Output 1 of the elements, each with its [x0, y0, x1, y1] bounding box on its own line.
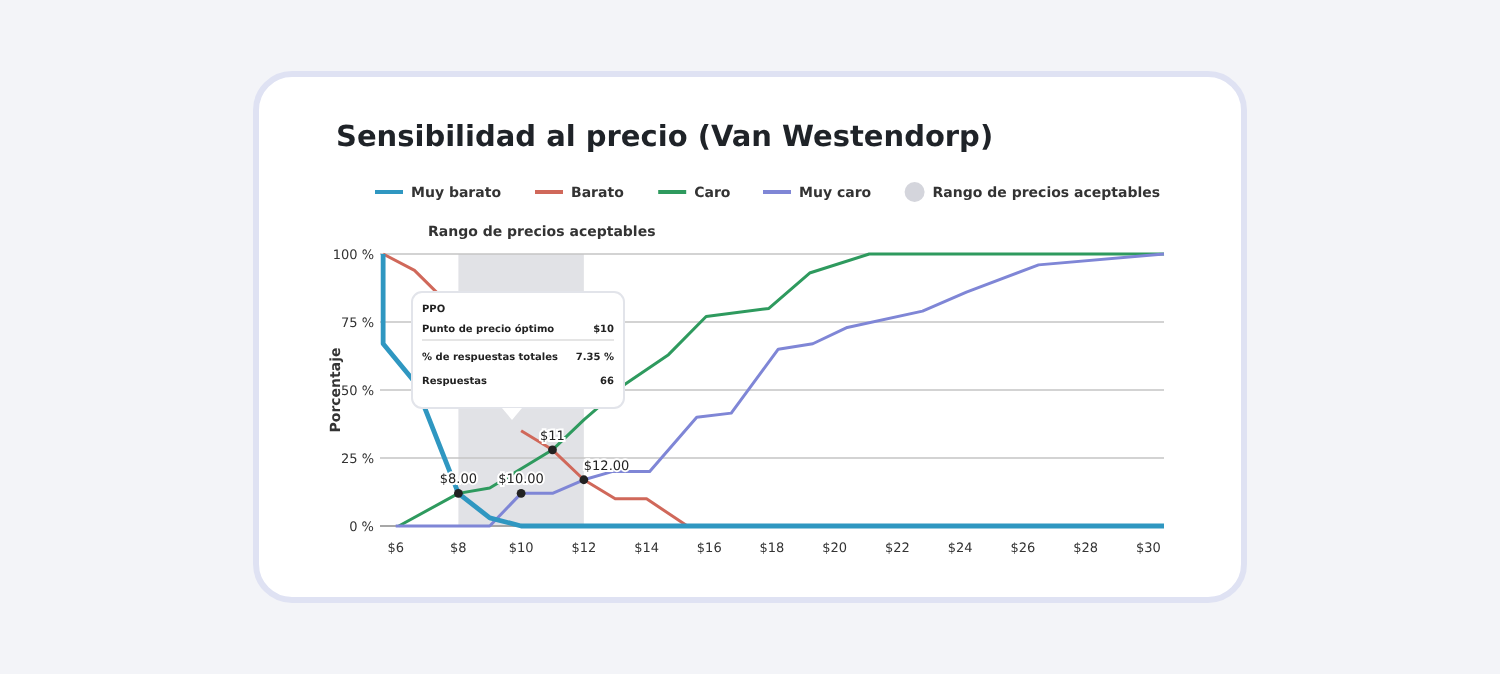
chart-title: Sensibilidad al precio (Van Westendorp)	[336, 122, 994, 154]
